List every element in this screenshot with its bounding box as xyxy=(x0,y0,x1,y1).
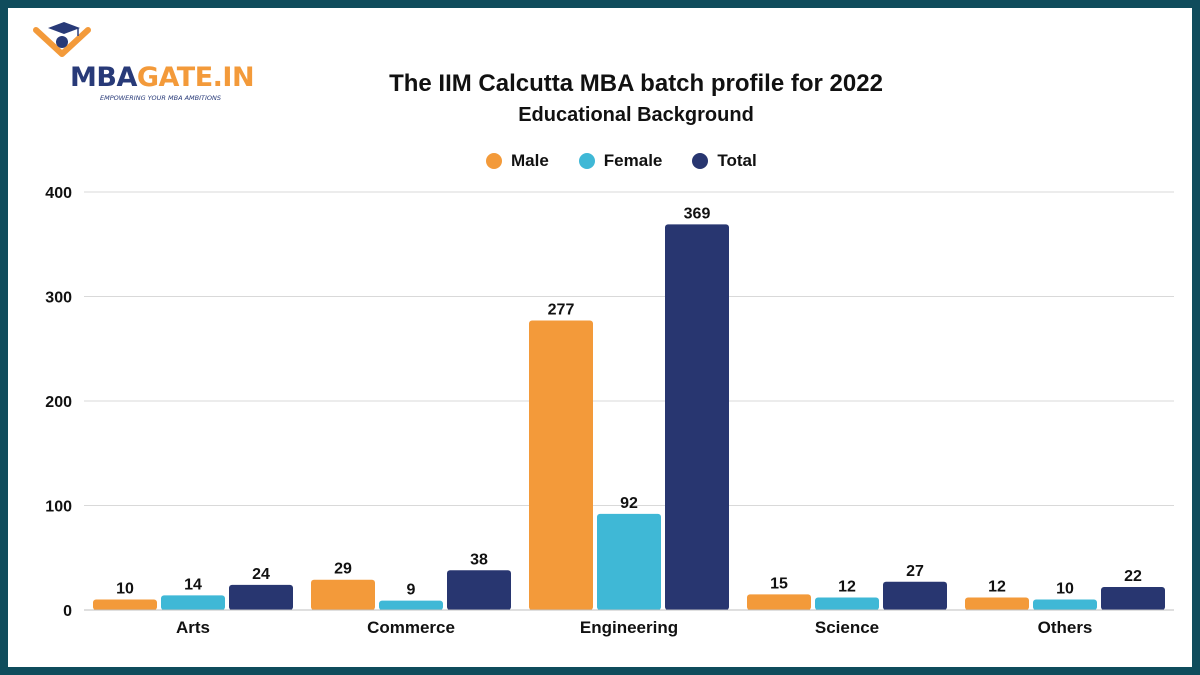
legend-item-male: Male xyxy=(486,151,549,171)
bar-male xyxy=(529,320,593,610)
data-label: 277 xyxy=(548,302,575,319)
bar-male xyxy=(747,594,811,610)
data-label: 29 xyxy=(334,561,352,578)
legend-label-male: Male xyxy=(511,151,549,170)
y-tick-label: 0 xyxy=(63,603,72,620)
data-label: 12 xyxy=(838,578,856,595)
legend-label-female: Female xyxy=(603,151,663,170)
data-label: 38 xyxy=(470,551,488,568)
chart-title: The IIM Calcutta MBA batch profile for 2… xyxy=(389,70,883,97)
bar-total xyxy=(229,584,293,610)
bar-total xyxy=(665,224,729,610)
legend-label-total: Total xyxy=(717,151,757,170)
chart-frame: MBAGATE.IN EMPOWERING YOUR MBA AMBITIONS… xyxy=(8,8,1192,667)
bar-male xyxy=(93,599,157,610)
data-label: 92 xyxy=(620,495,638,512)
y-tick-label: 100 xyxy=(45,499,72,516)
chart-legend: Male Female Total xyxy=(486,151,757,171)
data-label: 12 xyxy=(988,578,1006,595)
logo-wordmark: MBAGATE.IN xyxy=(70,62,255,93)
data-label: 15 xyxy=(770,575,788,592)
graduation-cap-icon xyxy=(33,22,91,57)
data-label: 27 xyxy=(906,563,924,580)
y-tick-label: 400 xyxy=(45,185,72,202)
x-tick-label: Science xyxy=(815,618,879,637)
bar-female xyxy=(815,597,879,610)
bar-female xyxy=(597,513,661,610)
bar-male xyxy=(311,579,375,610)
bar-male xyxy=(965,597,1029,610)
y-tick-label: 300 xyxy=(45,290,72,307)
x-tick-label: Commerce xyxy=(367,618,455,637)
bar-total xyxy=(447,570,511,610)
bar-total xyxy=(1101,587,1165,610)
bar-female xyxy=(1033,599,1097,610)
data-label: 9 xyxy=(407,582,416,599)
logo-tagline: EMPOWERING YOUR MBA AMBITIONS xyxy=(100,94,221,102)
data-label: 10 xyxy=(116,581,134,598)
chart-subtitle: Educational Background xyxy=(518,104,754,126)
legend-swatch-total xyxy=(692,153,709,169)
bar-female xyxy=(379,600,443,610)
legend-item-total: Total xyxy=(692,151,757,171)
data-label: 10 xyxy=(1056,581,1074,598)
legend-item-female: Female xyxy=(578,151,663,171)
bar-female xyxy=(161,595,225,610)
data-label: 369 xyxy=(684,205,711,222)
data-label: 24 xyxy=(252,566,270,583)
x-tick-label: Arts xyxy=(176,618,210,637)
bar-total xyxy=(883,581,947,610)
data-label: 22 xyxy=(1124,568,1142,585)
logo-text-gate: GATE.IN xyxy=(136,62,255,93)
y-tick-label: 200 xyxy=(45,394,72,411)
bar-chart: 0 100 200 300 400 10 14 24 Arts 29 9 38 Commerce 277 9… xyxy=(45,185,1174,637)
data-label: 14 xyxy=(184,576,202,593)
mbagate-logo: MBAGATE.IN EMPOWERING YOUR MBA AMBITIONS xyxy=(28,20,255,104)
legend-swatch-female xyxy=(578,153,595,169)
x-tick-label: Engineering xyxy=(580,618,678,637)
x-tick-label: Others xyxy=(1038,618,1093,637)
logo-text-mba: MBA xyxy=(70,62,137,93)
legend-swatch-male xyxy=(486,153,502,169)
